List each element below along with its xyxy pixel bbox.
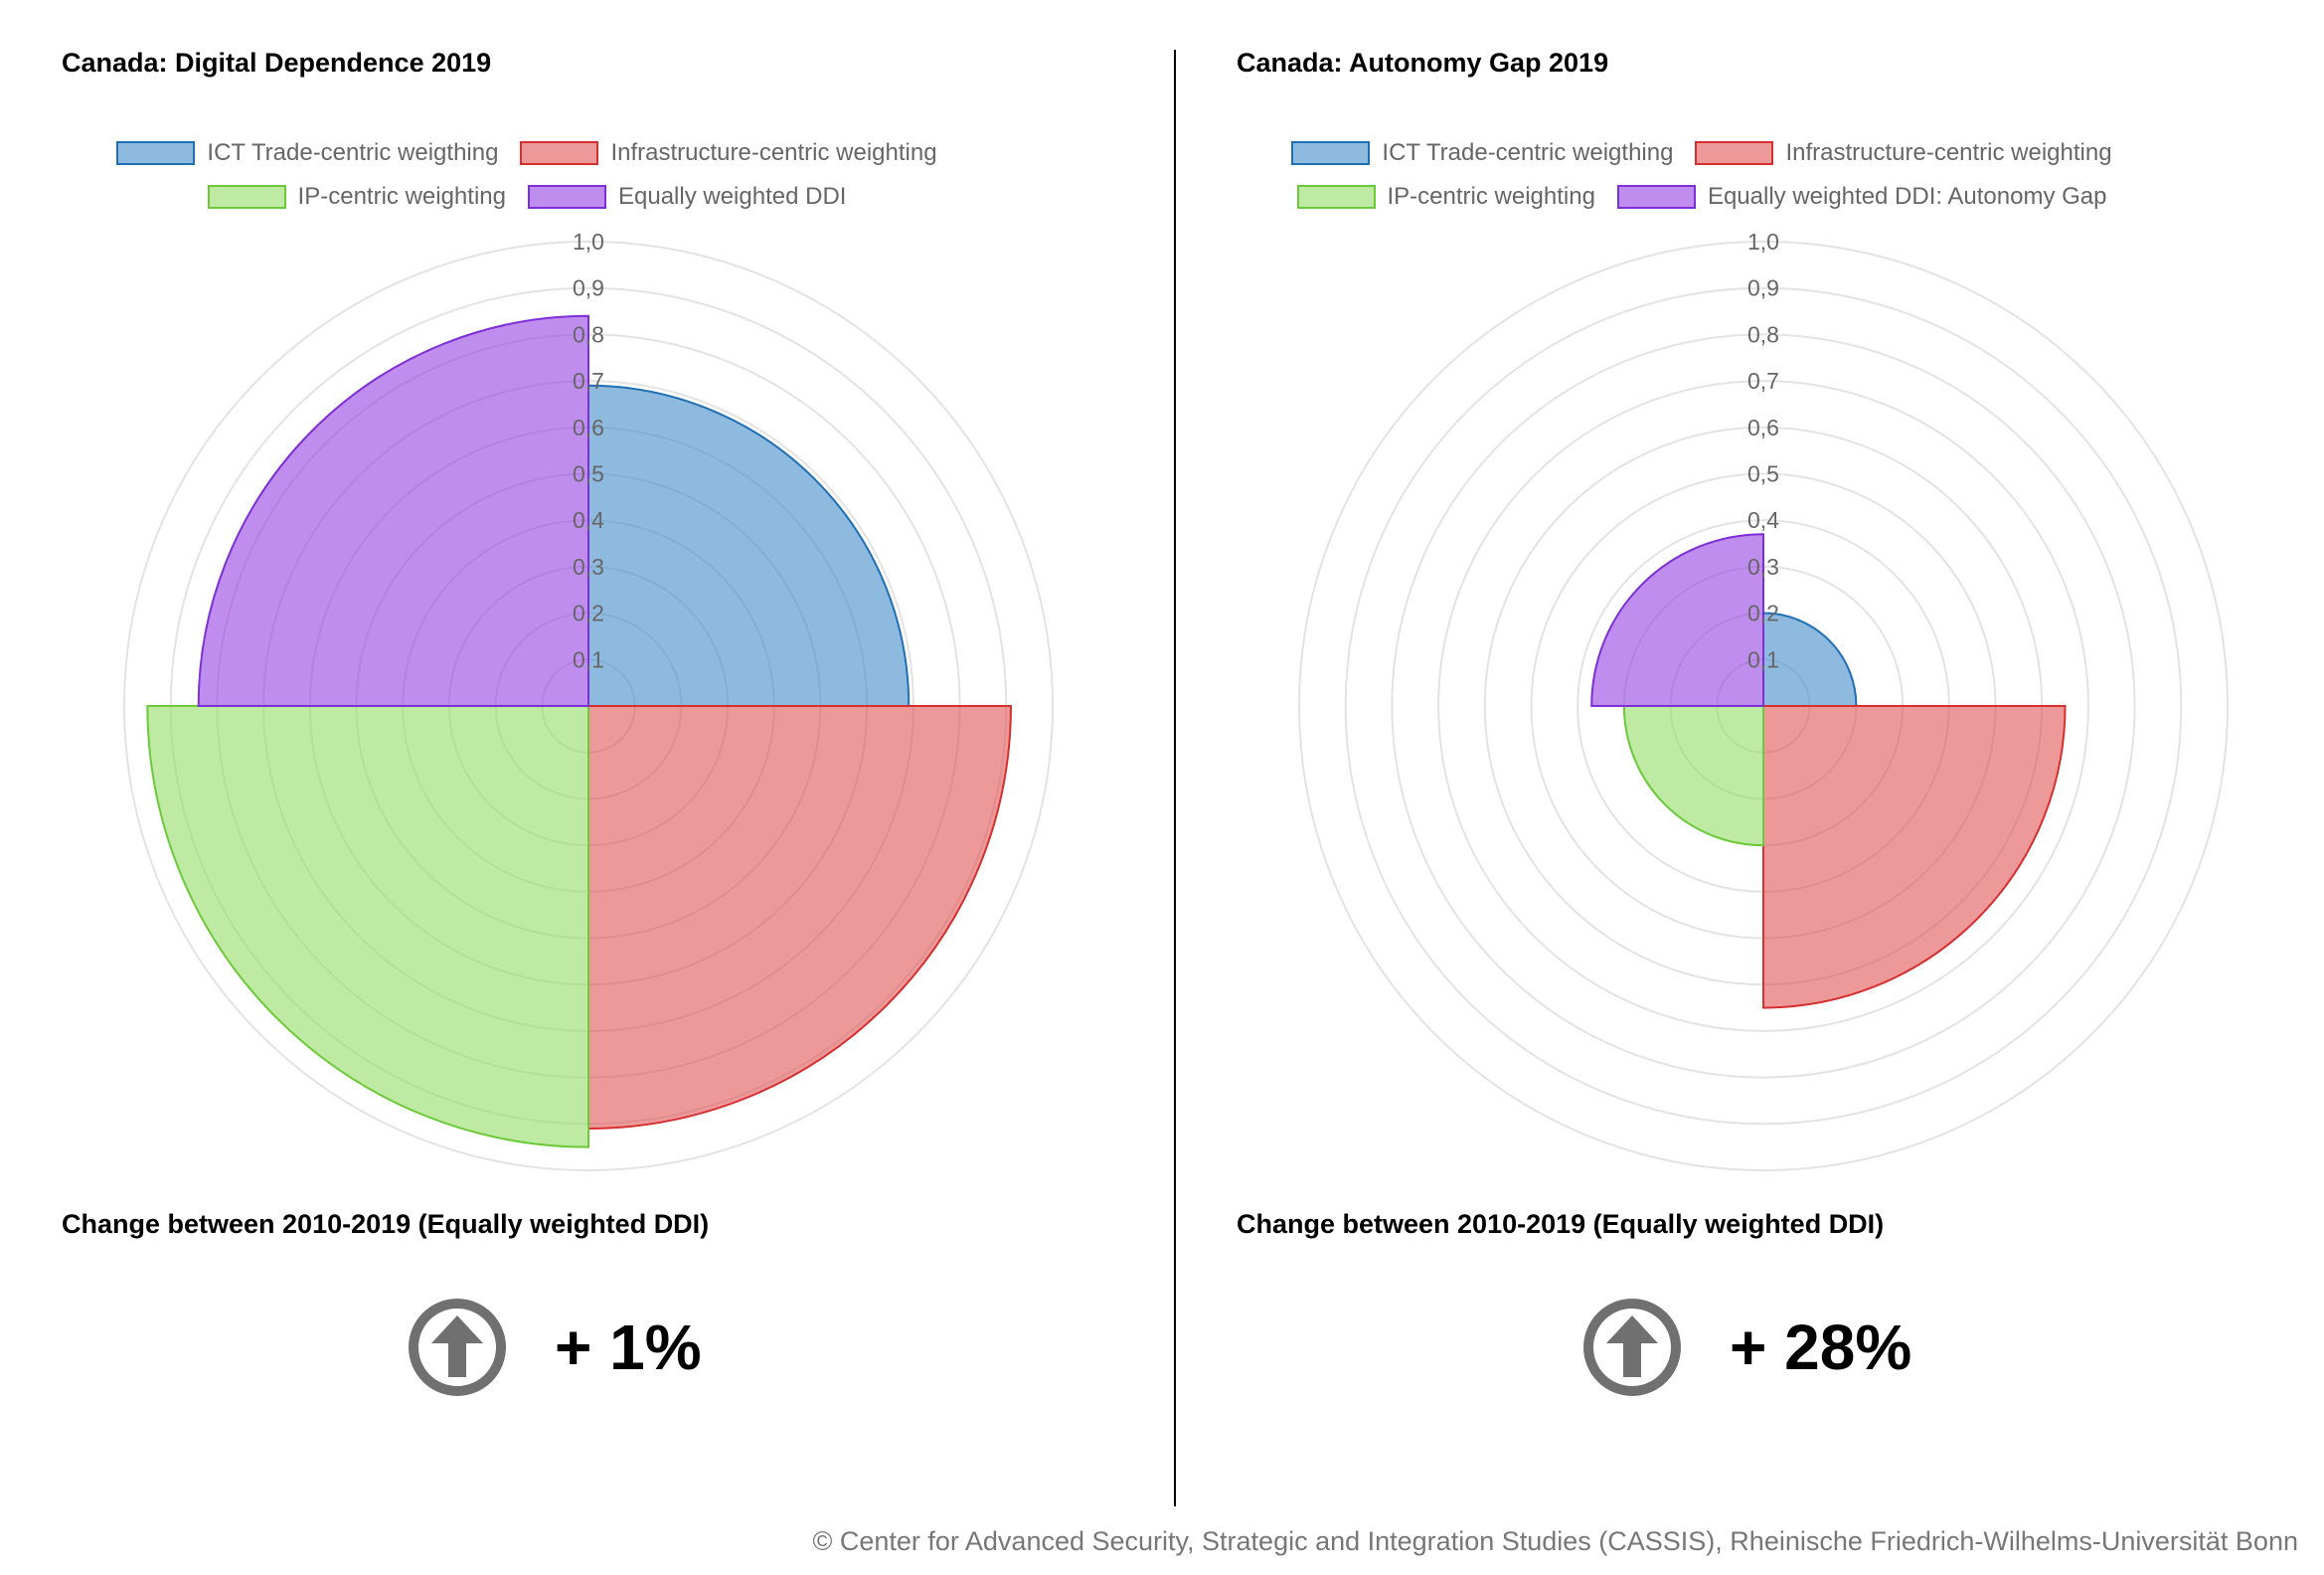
sector-ip <box>1622 705 1764 847</box>
sector-ip <box>146 705 589 1148</box>
legend-label-infrastructure: Infrastructure-centric weighting <box>1785 139 2112 166</box>
radial-tick-label: 0,9 <box>1747 275 1779 301</box>
legend-label-ddi: Equally weighted DDI <box>617 183 847 210</box>
radial-tick-label: 1,0 <box>573 229 604 255</box>
chart-panel-autonomy-gap: Canada: Autonomy Gap 2019 ICT Trade-cent… <box>1175 0 2324 1521</box>
legend-swatch-ict <box>116 141 196 165</box>
legend-swatch-ict <box>1291 141 1371 165</box>
radial-tick-label: 0,3 <box>1747 554 1779 580</box>
sector-ddi <box>197 314 589 707</box>
sector-ict <box>1762 612 1858 707</box>
legend-row: IP-centric weighting Equally weighted DD… <box>1175 175 2229 219</box>
legend-item-infrastructure[interactable]: Infrastructure-centric weighting <box>520 139 937 167</box>
grid-ring <box>1437 380 2089 1032</box>
legend: ICT Trade-centric weigthing Infrastructu… <box>0 131 1054 219</box>
radial-tick-label: 0,7 <box>573 368 604 394</box>
radial-tick-label: 0,2 <box>573 601 604 626</box>
legend-item-ip[interactable]: IP-centric weighting <box>207 183 506 211</box>
grid-ring <box>123 241 1054 1171</box>
radial-tick-label: 0,5 <box>573 461 604 487</box>
legend-row: IP-centric weighting Equally weighted DD… <box>0 175 1054 219</box>
change-indicator: + 1% <box>0 1298 1162 1397</box>
legend-label-ip: IP-centric weighting <box>1387 183 1595 210</box>
legend: ICT Trade-centric weigthing Infrastructu… <box>1175 131 2229 219</box>
radial-tick-label: 0,6 <box>573 415 604 440</box>
legend-swatch-infrastructure <box>1695 141 1774 165</box>
radial-tick-label: 0,1 <box>1747 646 1779 672</box>
sector-infra <box>587 705 1012 1130</box>
radial-tick-label: 1,0 <box>1747 229 1779 255</box>
legend-item-ict[interactable]: ICT Trade-centric weigthing <box>116 139 498 167</box>
change-indicator: + 28% <box>1175 1298 2324 1397</box>
chart-panel-digital-dependence: Canada: Digital Dependence 2019 ICT Trad… <box>0 0 1162 1521</box>
sector-infra <box>1762 705 2067 1009</box>
arrow-up-circle-icon <box>409 1299 506 1396</box>
chart-title: Canada: Autonomy Gap 2019 <box>1237 48 1609 78</box>
panel-divider <box>1174 50 1176 1506</box>
legend-row: ICT Trade-centric weigthing Infrastructu… <box>1175 131 2229 175</box>
radial-tick-label: 0,7 <box>1747 368 1779 394</box>
polar-area-chart: 0,1 0,2 0,3 0,4 0,5 0,6 0,7 0,8 0,9 1,0 <box>123 229 1054 1171</box>
legend-swatch-ddi <box>1616 185 1696 209</box>
legend-swatch-infrastructure <box>520 141 599 165</box>
legend-label-ddi: Equally weighted DDI: Autonomy Gap <box>1707 183 2107 210</box>
radial-tick-label: 0,6 <box>1747 415 1779 440</box>
legend-label-ict: ICT Trade-centric weigthing <box>207 139 499 166</box>
sector-ddi <box>1590 533 1764 707</box>
legend-swatch-ip <box>1296 185 1376 209</box>
legend-item-ddi[interactable]: Equally weighted DDI: Autonomy Gap <box>1616 183 2107 211</box>
legend-label-ip: IP-centric weighting <box>297 183 506 210</box>
chart-title: Canada: Digital Dependence 2019 <box>62 48 492 78</box>
legend-row: ICT Trade-centric weigthing Infrastructu… <box>0 131 1054 175</box>
legend-item-ip[interactable]: IP-centric weighting <box>1296 183 1595 211</box>
grid-ring <box>1391 333 2136 1079</box>
radial-tick-label: 0,3 <box>573 554 604 580</box>
radial-tick-label: 0,8 <box>1747 321 1779 347</box>
radial-tick-label: 0,2 <box>1747 601 1779 626</box>
sector-ict <box>587 384 911 707</box>
arrow-up-circle-icon <box>1583 1299 1681 1396</box>
radial-tick-label: 0,4 <box>1747 507 1779 533</box>
change-title: Change between 2010-2019 (Equally weight… <box>1237 1209 1885 1239</box>
legend-swatch-ip <box>207 185 286 209</box>
copyright-footer: © Center for Advanced Security, Strategi… <box>812 1526 2298 1556</box>
legend-item-ddi[interactable]: Equally weighted DDI <box>527 183 847 211</box>
radial-tick-label: 0,8 <box>573 321 604 347</box>
legend-item-ict[interactable]: ICT Trade-centric weigthing <box>1291 139 1673 167</box>
grid-ring <box>1298 241 2229 1171</box>
change-value: + 28% <box>1730 1312 1912 1383</box>
grid-ring <box>1344 286 2183 1126</box>
legend-swatch-ddi <box>527 185 606 209</box>
legend-label-infrastructure: Infrastructure-centric weighting <box>610 139 937 166</box>
radial-tick-label: 0,9 <box>573 275 604 301</box>
legend-item-infrastructure[interactable]: Infrastructure-centric weighting <box>1695 139 2112 167</box>
change-title: Change between 2010-2019 (Equally weight… <box>62 1209 710 1239</box>
polar-area-chart: 0,1 0,2 0,3 0,4 0,5 0,6 0,7 0,8 0,9 1,0 <box>1298 229 2229 1171</box>
change-value: + 1% <box>555 1312 702 1383</box>
radial-tick-label: 0,5 <box>1747 461 1779 487</box>
radial-tick-label: 0,4 <box>573 507 604 533</box>
legend-label-ict: ICT Trade-centric weigthing <box>1382 139 1674 166</box>
radial-tick-label: 0,1 <box>573 646 604 672</box>
